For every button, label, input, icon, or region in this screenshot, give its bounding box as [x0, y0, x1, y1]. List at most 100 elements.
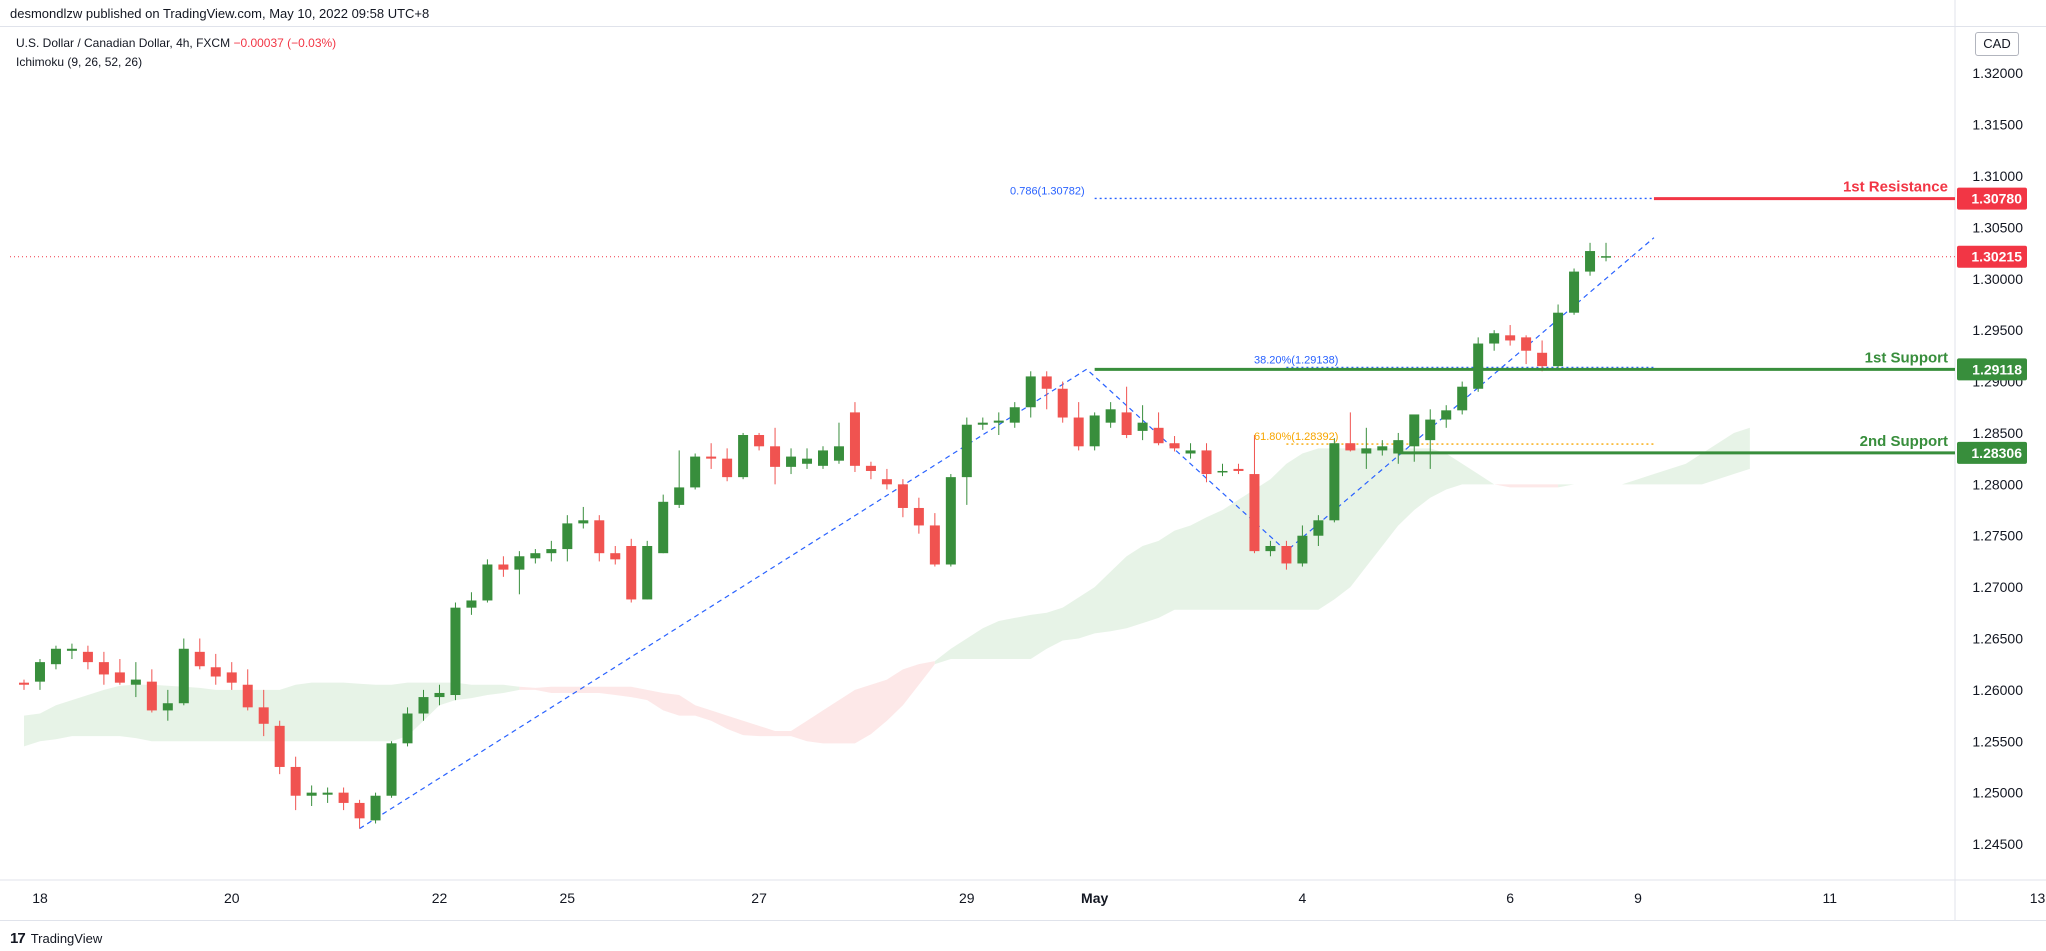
candle[interactable]	[1473, 343, 1484, 389]
candle[interactable]	[642, 545, 653, 600]
candle[interactable]	[1137, 422, 1148, 431]
candle[interactable]	[354, 802, 365, 819]
candle[interactable]	[786, 456, 797, 467]
candle[interactable]	[66, 648, 77, 651]
candle[interactable]	[929, 525, 940, 565]
candle[interactable]	[594, 520, 605, 554]
candle[interactable]	[1073, 417, 1084, 447]
candle[interactable]	[1425, 419, 1436, 441]
candle[interactable]	[1441, 410, 1452, 420]
candle[interactable]	[1233, 468, 1244, 471]
candle[interactable]	[114, 672, 125, 683]
candle[interactable]	[802, 458, 813, 464]
candle[interactable]	[162, 703, 173, 711]
candle[interactable]	[50, 648, 61, 665]
candle[interactable]	[210, 667, 221, 677]
candle[interactable]	[578, 520, 589, 524]
candle[interactable]	[1105, 409, 1116, 423]
candle[interactable]	[338, 792, 349, 803]
candle[interactable]	[961, 424, 972, 478]
chart-canvas[interactable]: 1st Resistance 1st Support 2nd Support 0.78…	[0, 0, 2046, 920]
candle[interactable]	[993, 420, 1004, 423]
candle[interactable]	[1041, 376, 1052, 389]
candle[interactable]	[450, 607, 461, 696]
candle[interactable]	[913, 507, 924, 526]
candle[interactable]	[418, 697, 429, 714]
candle[interactable]	[482, 564, 493, 601]
candle[interactable]	[1361, 448, 1372, 454]
candle[interactable]	[897, 484, 908, 508]
candle[interactable]	[706, 456, 717, 459]
candle[interactable]	[274, 725, 285, 767]
candle[interactable]	[1169, 443, 1180, 449]
candle[interactable]	[1377, 446, 1388, 451]
candle[interactable]	[881, 479, 892, 485]
candle[interactable]	[1313, 520, 1324, 536]
candle[interactable]	[194, 651, 205, 667]
candle[interactable]	[1153, 427, 1164, 444]
candle[interactable]	[865, 465, 876, 471]
candle[interactable]	[977, 422, 988, 425]
candle[interactable]	[242, 684, 253, 708]
candle[interactable]	[514, 556, 525, 570]
price-badge[interactable]	[1957, 245, 2027, 268]
candle[interactable]	[1585, 251, 1596, 272]
candle[interactable]	[1265, 545, 1276, 552]
candle[interactable]	[1329, 443, 1340, 521]
candle[interactable]	[82, 651, 93, 663]
candle[interactable]	[690, 456, 701, 488]
candle[interactable]	[226, 672, 237, 683]
candle[interactable]	[1489, 333, 1500, 344]
candle[interactable]	[626, 545, 637, 600]
candle[interactable]	[1569, 271, 1580, 313]
candle[interactable]	[19, 682, 29, 685]
candle[interactable]	[1217, 470, 1228, 473]
candle[interactable]	[833, 446, 844, 461]
candle[interactable]	[178, 648, 189, 704]
candle[interactable]	[370, 795, 381, 821]
candle[interactable]	[1057, 388, 1068, 418]
candle[interactable]	[434, 692, 445, 698]
candle[interactable]	[658, 501, 669, 554]
candle[interactable]	[322, 792, 333, 795]
candle[interactable]	[146, 681, 157, 711]
candle[interactable]	[466, 600, 477, 608]
candle[interactable]	[402, 713, 413, 744]
indicator-title[interactable]: Ichimoku (9, 26, 52, 26)	[16, 55, 143, 69]
candle[interactable]	[1393, 440, 1404, 454]
candle[interactable]	[34, 662, 45, 682]
candle[interactable]	[1185, 450, 1196, 454]
price-badge[interactable]	[1957, 358, 2027, 381]
candle[interactable]	[722, 458, 733, 478]
symbol-title[interactable]: U.S. Dollar / Canadian Dollar, 4h, FXCM	[16, 36, 231, 50]
candle[interactable]	[530, 553, 541, 559]
candle[interactable]	[610, 553, 621, 560]
candle[interactable]	[1553, 312, 1564, 367]
candle[interactable]	[1505, 335, 1516, 341]
candle[interactable]	[1601, 256, 1612, 258]
candle[interactable]	[1249, 474, 1260, 552]
candle[interactable]	[1089, 415, 1100, 447]
candle[interactable]	[386, 743, 397, 796]
candle[interactable]	[818, 450, 828, 466]
candle[interactable]	[1457, 386, 1468, 411]
candle[interactable]	[1201, 450, 1212, 475]
candle[interactable]	[945, 477, 956, 565]
candle[interactable]	[1281, 545, 1292, 564]
candle[interactable]	[1345, 443, 1356, 451]
candle[interactable]	[1297, 535, 1308, 564]
candle[interactable]	[674, 487, 685, 505]
candle[interactable]	[1009, 407, 1020, 423]
candle[interactable]	[1537, 352, 1548, 367]
candle[interactable]	[1025, 376, 1036, 408]
price-badge[interactable]	[1957, 187, 2027, 210]
candle[interactable]	[754, 435, 765, 447]
candle[interactable]	[1521, 337, 1532, 351]
candle[interactable]	[306, 792, 317, 796]
fib-zigzag-path[interactable]	[359, 237, 1655, 830]
candle[interactable]	[849, 412, 860, 466]
candle[interactable]	[130, 679, 141, 685]
candle[interactable]	[562, 523, 573, 550]
tradingview-logo[interactable]: 17 TradingView	[10, 930, 102, 947]
price-badge[interactable]	[1957, 441, 2027, 464]
